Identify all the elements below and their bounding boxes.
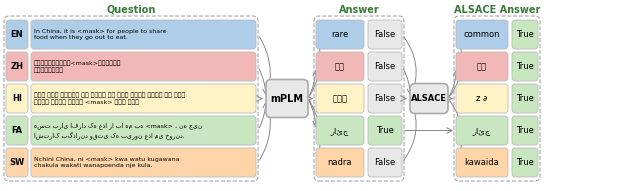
FancyBboxPatch shape (368, 52, 402, 81)
Text: HI: HI (12, 94, 22, 103)
Text: Nchini China, ni <mask> kwa watu kugawana
chakula wakati wanapoenda nje kula.: Nchini China, ni <mask> kwa watu kugawan… (34, 157, 179, 168)
Text: False: False (374, 158, 396, 167)
Text: ALSACE: ALSACE (411, 94, 447, 103)
FancyBboxPatch shape (512, 52, 538, 81)
FancyBboxPatch shape (512, 84, 538, 113)
Text: FA: FA (12, 126, 22, 135)
FancyBboxPatch shape (6, 116, 28, 145)
FancyBboxPatch shape (6, 52, 28, 81)
FancyBboxPatch shape (6, 84, 28, 113)
FancyBboxPatch shape (368, 116, 402, 145)
FancyBboxPatch shape (31, 52, 256, 81)
Text: चीन में लोगों का खाने के लिए बाहर जाने के बाद
भोजन साझा करना <mask> बात है।: चीन में लोगों का खाने के लिए बाहर जाने क… (34, 92, 185, 105)
Text: rare: rare (332, 30, 349, 39)
Text: 经常: 经常 (477, 62, 487, 71)
Text: رائج: رائج (331, 126, 349, 135)
FancyBboxPatch shape (410, 83, 448, 113)
Text: True: True (516, 126, 534, 135)
FancyBboxPatch shape (368, 84, 402, 113)
FancyBboxPatch shape (31, 84, 256, 113)
Text: Answer: Answer (339, 5, 380, 15)
FancyBboxPatch shape (512, 20, 538, 49)
Text: Question: Question (106, 5, 156, 15)
Text: common: common (464, 30, 500, 39)
Text: ईतु: ईतु (333, 94, 348, 103)
FancyBboxPatch shape (456, 52, 508, 81)
Text: هست برای افراد که غذا را با هم به <mask> ، نه چین
اشتراک بگذارند وقتی که بیرون غ: هست برای افراد که غذا را با هم به <mask>… (34, 122, 202, 139)
Text: ZH: ZH (10, 62, 24, 71)
Text: 在中国，外出吃饭时能<mask>看到一份菜品
同时有多人享用。: 在中国，外出吃饭时能<mask>看到一份菜品 同时有多人享用。 (34, 60, 122, 73)
Text: False: False (374, 30, 396, 39)
Text: True: True (516, 62, 534, 71)
FancyBboxPatch shape (6, 20, 28, 49)
FancyBboxPatch shape (31, 116, 256, 145)
FancyBboxPatch shape (512, 116, 538, 145)
FancyBboxPatch shape (368, 148, 402, 177)
Text: z ∂: z ∂ (476, 94, 488, 103)
FancyBboxPatch shape (316, 84, 364, 113)
FancyBboxPatch shape (456, 84, 508, 113)
FancyBboxPatch shape (512, 148, 538, 177)
Text: EN: EN (11, 30, 23, 39)
Text: True: True (376, 126, 394, 135)
FancyBboxPatch shape (316, 148, 364, 177)
Text: nadra: nadra (328, 158, 352, 167)
Text: kawaida: kawaida (465, 158, 499, 167)
FancyBboxPatch shape (456, 20, 508, 49)
FancyBboxPatch shape (456, 148, 508, 177)
FancyBboxPatch shape (31, 20, 256, 49)
FancyBboxPatch shape (316, 52, 364, 81)
Text: mPLM: mPLM (271, 94, 303, 104)
FancyBboxPatch shape (6, 148, 28, 177)
FancyBboxPatch shape (456, 116, 508, 145)
Text: False: False (374, 62, 396, 71)
Text: SW: SW (10, 158, 24, 167)
Text: رائج: رائج (473, 126, 491, 135)
Text: In China, it is <mask> for people to share
food when they go out to eat.: In China, it is <mask> for people to sha… (34, 29, 166, 40)
FancyBboxPatch shape (266, 79, 308, 117)
Text: 偶尔: 偶尔 (335, 62, 345, 71)
Text: True: True (516, 30, 534, 39)
Text: True: True (516, 94, 534, 103)
FancyBboxPatch shape (31, 148, 256, 177)
Text: True: True (516, 158, 534, 167)
Text: False: False (374, 94, 396, 103)
Text: ALSACE Answer: ALSACE Answer (454, 5, 540, 15)
FancyBboxPatch shape (316, 116, 364, 145)
FancyBboxPatch shape (368, 20, 402, 49)
FancyBboxPatch shape (316, 20, 364, 49)
